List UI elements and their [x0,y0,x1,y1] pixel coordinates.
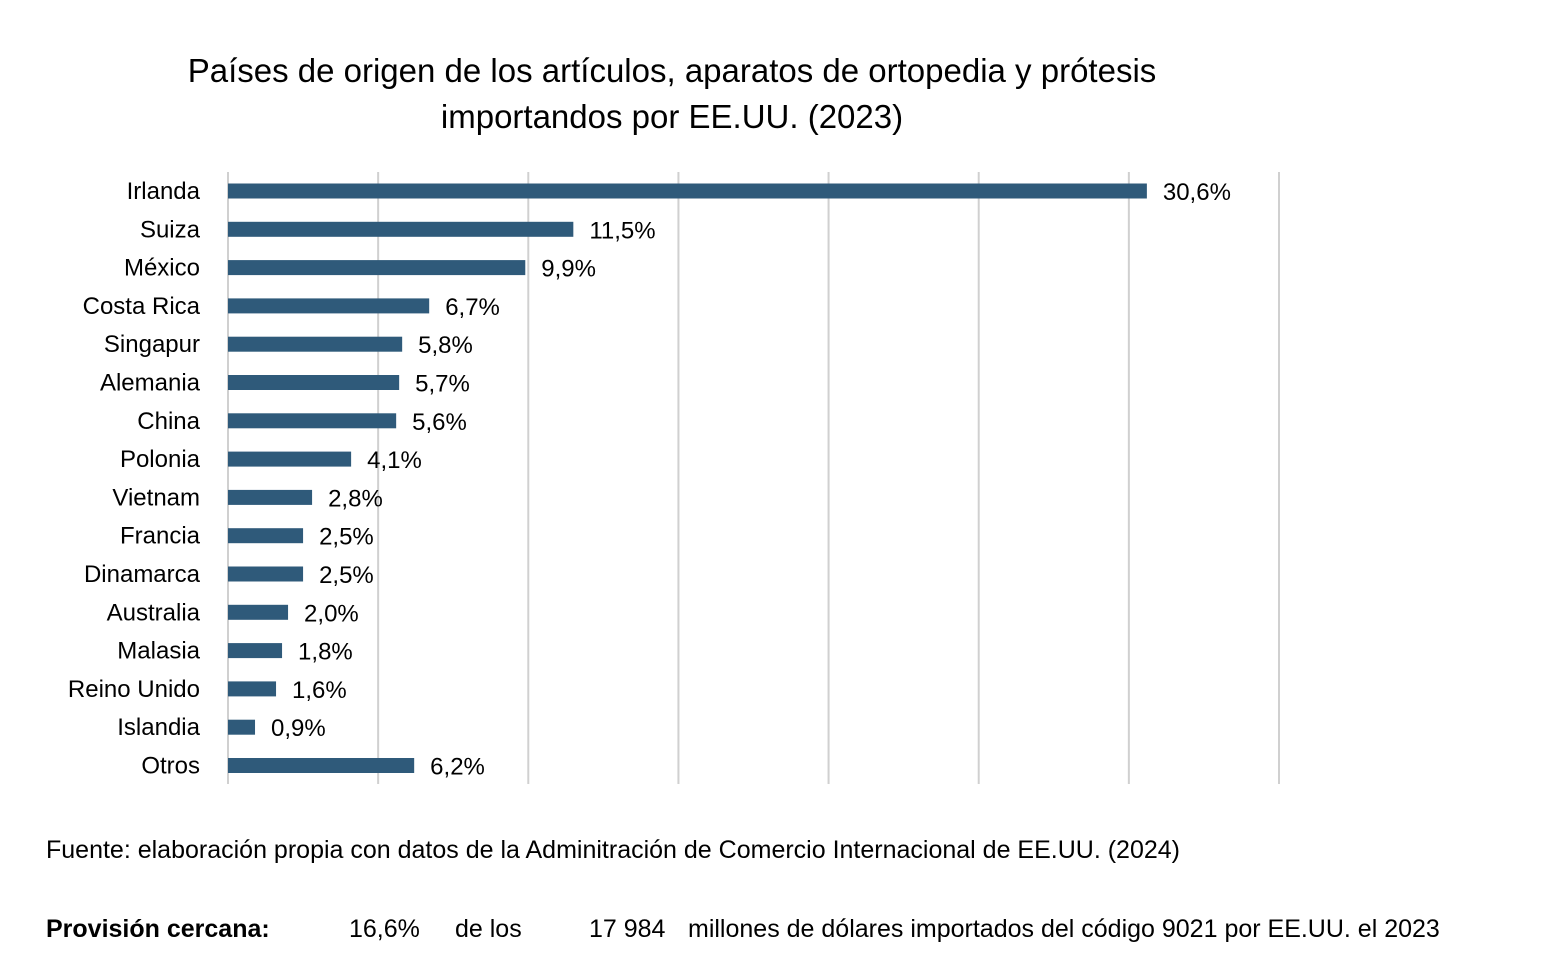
bar [228,604,289,620]
category-label: Dinamarca [84,561,201,588]
value-label: 2,5% [319,524,374,551]
category-label: Suiza [140,216,201,243]
bars [228,183,1147,773]
bar [228,375,400,390]
bar [228,681,277,697]
value-label: 11,5% [589,217,655,244]
bar [228,413,397,429]
bar [228,758,415,773]
provision-percent: 16,6% [349,915,420,943]
chart-title-line-2: importandos por EE.UU. (2023) [441,98,903,135]
value-label: 5,7% [415,371,470,398]
source-note: Fuente: elaboración propia con datos de … [46,836,1180,864]
category-label: México [124,255,200,282]
value-label: 6,7% [445,294,500,321]
value-label: 1,8% [298,639,353,666]
bar [228,298,430,314]
category-label: Malasia [117,638,200,665]
category-label: Francia [120,523,201,550]
bar [228,643,283,659]
value-label: 1,6% [292,677,347,704]
value-label: 2,5% [319,562,374,589]
bar [228,451,352,467]
value-label: 2,8% [328,485,383,512]
provision-amount: 17 984 [589,915,666,943]
category-label: Otros [141,753,200,780]
bar [228,221,574,237]
bar [228,528,304,544]
bar [228,336,403,352]
value-label: 4,1% [367,447,422,474]
bar [228,260,526,276]
value-label: 9,9% [541,256,596,283]
provision-rest: millones de dólares importados del códig… [688,915,1440,943]
bar [228,566,304,582]
category-labels: Irlanda Suiza México Costa Rica Singapur Alem… [68,178,201,780]
category-label: Islandia [117,714,200,741]
category-label: Singapur [104,331,200,358]
chart-title-line-1: Países de origen de los artículos, apara… [188,52,1157,89]
provision-of: de los [455,915,522,943]
value-label: 5,6% [412,409,467,436]
value-label: 30,6% [1163,179,1231,206]
category-label: Alemania [100,370,201,397]
category-label: Polonia [120,446,201,473]
category-label: Vietnam [112,484,200,511]
category-label: Irlanda [127,178,201,205]
bar [228,719,256,735]
value-label: 2,0% [304,600,359,627]
value-label: 0,9% [271,715,326,742]
category-label: China [137,408,200,435]
value-label: 6,2% [430,754,485,781]
bar [228,183,1147,199]
value-labels: 30,6% 11,5% 9,9% 6,7% 5,8% 5,7% 5,6% 4,1% 2,8% 2,… [271,179,1231,781]
provision-label: Provisión cercana: [46,915,270,943]
category-label: Costa Rica [83,293,201,320]
category-label: Australia [107,599,201,626]
category-label: Reino Unido [68,676,200,703]
bar [228,489,313,505]
value-label: 5,8% [418,332,473,359]
